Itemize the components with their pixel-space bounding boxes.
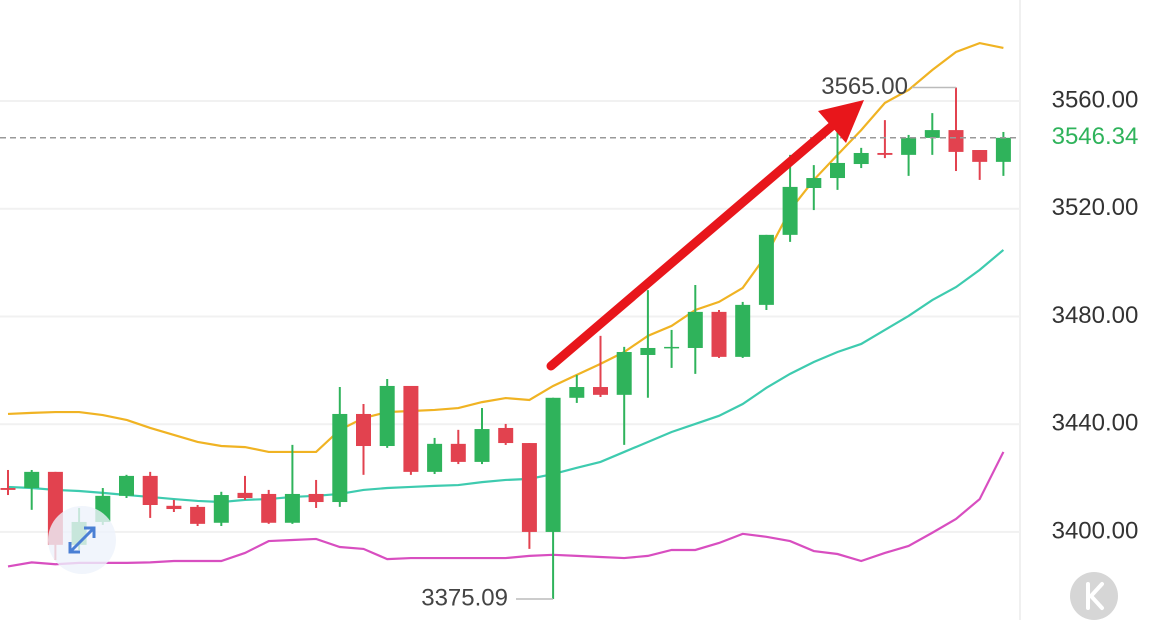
candle-body bbox=[830, 162, 845, 179]
candle-body bbox=[166, 505, 182, 510]
expand-icon bbox=[68, 526, 96, 554]
candle-body bbox=[901, 137, 917, 155]
candle-body bbox=[356, 413, 371, 447]
collapse-button[interactable] bbox=[1070, 572, 1118, 620]
candle-body bbox=[640, 347, 656, 355]
expand-button[interactable] bbox=[48, 506, 116, 574]
last-price-label: 3546.34 bbox=[1052, 123, 1139, 150]
candle-body bbox=[427, 443, 443, 472]
arrow-head bbox=[818, 100, 864, 143]
candle-body bbox=[142, 475, 158, 505]
candle-body bbox=[687, 311, 703, 348]
y-tick-label: 3440.00 bbox=[1052, 410, 1139, 437]
candle-body bbox=[735, 304, 751, 357]
candle-body bbox=[521, 443, 537, 532]
candle-body bbox=[190, 506, 206, 524]
collapse-icon bbox=[1086, 582, 1104, 610]
trend-arrow bbox=[546, 100, 864, 371]
candle-body bbox=[450, 443, 466, 462]
candle-body bbox=[498, 427, 514, 444]
candle-body bbox=[782, 186, 798, 235]
indicator-line bbox=[7, 249, 1005, 504]
candle-body bbox=[0, 488, 16, 490]
indicator-line bbox=[7, 451, 1005, 568]
arrow-shaft bbox=[546, 121, 837, 371]
candle-body bbox=[403, 385, 419, 472]
candle-body bbox=[924, 130, 940, 138]
candle-body bbox=[616, 352, 632, 395]
candle-body bbox=[853, 152, 869, 165]
candle-body bbox=[332, 413, 348, 503]
candle-body bbox=[213, 495, 229, 523]
candle-body bbox=[664, 346, 680, 349]
labels: 3400.00 3440.00 3480.00 3520.00 3560.00 3565.… bbox=[0, 73, 1164, 611]
candle-body bbox=[995, 137, 1011, 162]
y-tick-label: 3560.00 bbox=[1052, 86, 1139, 113]
y-tick-label: 3480.00 bbox=[1052, 302, 1139, 329]
candle-body bbox=[711, 311, 727, 357]
candle-body bbox=[119, 475, 134, 496]
candle-body bbox=[284, 493, 300, 523]
candle-body bbox=[948, 130, 964, 152]
max-label: 3565.00 bbox=[821, 73, 908, 100]
last-price-bg bbox=[1030, 119, 1164, 156]
candle-body bbox=[379, 385, 395, 447]
candle-body bbox=[24, 471, 40, 489]
candle-body bbox=[758, 234, 774, 305]
candle-body bbox=[261, 493, 277, 523]
candle-body bbox=[593, 387, 608, 395]
candle-body bbox=[308, 493, 324, 503]
min-label: 3375.09 bbox=[421, 584, 508, 611]
candle-body bbox=[972, 150, 988, 162]
candle-body bbox=[545, 397, 561, 532]
button-bg[interactable] bbox=[1070, 572, 1118, 620]
candle-body bbox=[237, 492, 253, 498]
candle-body bbox=[474, 429, 490, 462]
grid bbox=[0, 99, 1020, 533]
candle-body bbox=[806, 178, 822, 188]
candle-body bbox=[569, 387, 585, 398]
y-tick-label: 3520.00 bbox=[1052, 194, 1139, 221]
y-tick-label: 3400.00 bbox=[1052, 517, 1139, 544]
candles bbox=[0, 87, 1011, 600]
candle-body bbox=[877, 152, 893, 155]
